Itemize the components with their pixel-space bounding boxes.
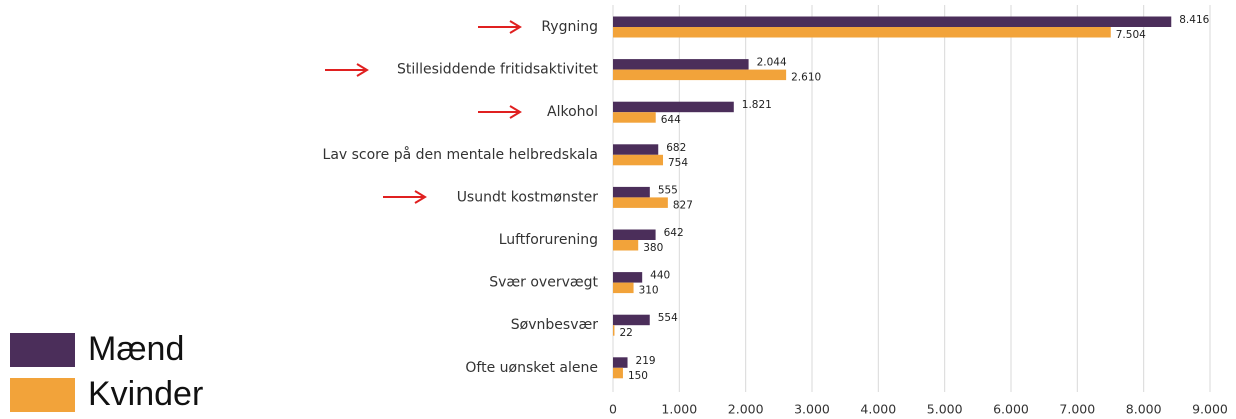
x-tick-label: 3.000	[794, 402, 830, 417]
bar	[613, 314, 650, 326]
bar	[613, 282, 634, 294]
bar	[613, 144, 659, 155]
bar	[613, 16, 1172, 27]
x-tick-label: 0	[609, 402, 617, 417]
bar	[613, 27, 1111, 38]
x-tick-label: 4.000	[860, 402, 896, 417]
x-tick-label: 9.000	[1192, 402, 1228, 417]
legend-swatch	[10, 333, 75, 367]
annotation-arrows	[325, 20, 522, 204]
bar	[613, 272, 643, 283]
value-label: 644	[661, 114, 681, 126]
bar	[613, 154, 664, 166]
bar	[613, 112, 656, 123]
x-tick-label: 2.000	[728, 402, 764, 417]
value-label: 22	[619, 327, 632, 339]
x-tick-label: 6.000	[993, 402, 1029, 417]
arrow	[478, 105, 522, 119]
bar	[613, 186, 650, 198]
category-label: Søvnbesvær	[511, 317, 598, 333]
value-label: 555	[658, 184, 678, 196]
category-label: Usundt kostmønster	[457, 189, 599, 205]
bar	[613, 69, 787, 81]
value-label: 219	[636, 355, 656, 367]
legend-swatch	[10, 378, 75, 412]
category-label: Svær overvægt	[489, 275, 598, 291]
bar	[613, 367, 623, 379]
x-tick-label: 8.000	[1126, 402, 1162, 417]
arrow	[478, 20, 522, 34]
x-tick-label: 1.000	[661, 402, 697, 417]
category-label: Rygning	[541, 19, 598, 35]
bar	[613, 197, 668, 208]
legend-label: Kvinder	[88, 375, 203, 413]
category-label: Lav score på den mentale helbredskala	[323, 146, 598, 163]
value-label: 2.610	[791, 72, 821, 84]
arrow	[383, 190, 427, 204]
value-label: 1.821	[742, 99, 772, 111]
bar	[613, 240, 639, 251]
value-label: 7.504	[1116, 29, 1146, 41]
bar	[613, 101, 734, 113]
value-label: 554	[658, 312, 678, 324]
value-label: 754	[668, 157, 688, 169]
legend-label: Mænd	[88, 330, 184, 368]
category-label: Alkohol	[547, 104, 598, 120]
value-label: 642	[664, 227, 684, 239]
category-label: Ofte uønsket alene	[465, 360, 598, 376]
value-label: 440	[650, 270, 670, 282]
category-label: Stillesiddende fritidsaktivitet	[397, 62, 599, 78]
category-label: Luftforurening	[499, 232, 598, 248]
bar	[613, 229, 656, 240]
x-tick-label: 5.000	[927, 402, 963, 417]
bar	[613, 357, 628, 368]
value-label: 150	[628, 370, 648, 382]
value-label: 2.044	[757, 57, 787, 69]
value-label: 682	[666, 142, 686, 154]
value-label: 8.416	[1179, 14, 1209, 26]
arrow	[325, 63, 369, 77]
bar	[613, 59, 749, 70]
value-label: 827	[673, 199, 693, 211]
value-label: 380	[643, 242, 663, 254]
x-tick-label: 7.000	[1059, 402, 1095, 417]
bar	[613, 325, 615, 336]
value-label: 310	[639, 285, 659, 297]
